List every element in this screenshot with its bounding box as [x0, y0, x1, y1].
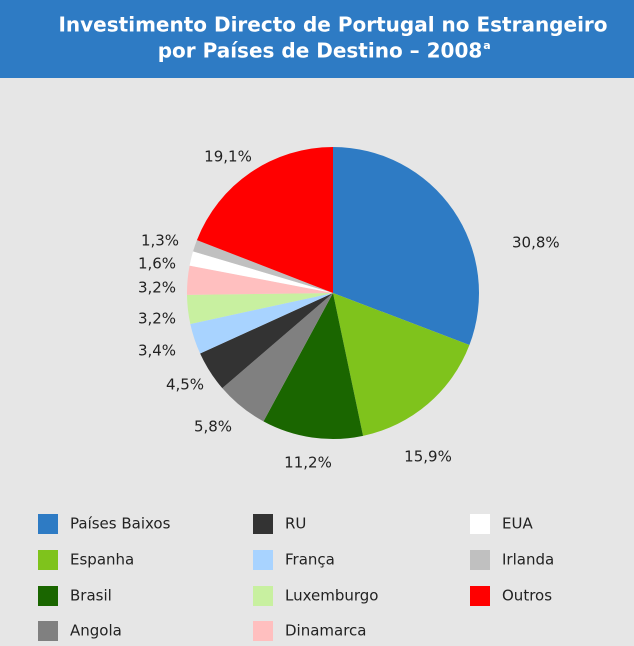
pie-slice — [187, 293, 333, 324]
legend-swatch — [253, 621, 273, 641]
legend-swatch — [38, 586, 58, 606]
pie-slice — [222, 293, 333, 422]
pie-slice — [186, 265, 333, 295]
chart-title: Investimento Directo de Portugal no Estr… — [58, 13, 607, 37]
legend-label: Luxemburgo — [285, 587, 379, 605]
data-label: 15,9% — [404, 448, 452, 466]
pie-slice — [333, 293, 470, 436]
pie-slice — [193, 240, 333, 293]
data-label: 11,2% — [284, 454, 332, 472]
legend-swatch — [470, 586, 490, 606]
legend-label: RU — [285, 515, 306, 533]
legend-swatch — [38, 514, 58, 534]
legend-label: Irlanda — [502, 551, 554, 569]
data-label: 30,8% — [512, 234, 560, 252]
pie-slice — [189, 251, 333, 293]
data-label: 3,2% — [138, 310, 176, 328]
legend-swatch — [470, 550, 490, 570]
pie-slice — [263, 293, 364, 439]
data-label: 3,4% — [138, 342, 176, 360]
legend-label: Países Baixos — [70, 515, 171, 533]
legend-label: França — [285, 551, 335, 569]
pie-slice — [200, 293, 333, 389]
legend-swatch — [470, 514, 490, 534]
data-label: 19,1% — [204, 148, 252, 166]
legend-label: Dinamarca — [285, 622, 367, 640]
legend-label: Brasil — [70, 587, 112, 605]
legend-label: Angola — [70, 622, 122, 640]
data-label: 3,2% — [138, 279, 176, 297]
legend-swatch — [253, 514, 273, 534]
legend-label: Outros — [502, 587, 552, 605]
legend-swatch — [38, 550, 58, 570]
pie-slice — [333, 147, 479, 346]
title-superscript: a — [483, 39, 490, 52]
data-label: 1,6% — [138, 255, 176, 273]
legend-label: EUA — [502, 515, 533, 533]
data-label: 5,8% — [194, 418, 232, 436]
data-label: 4,5% — [166, 376, 204, 394]
chart-title: por Países de Destino – 2008 — [158, 39, 483, 63]
legend-swatch — [38, 621, 58, 641]
pie-slice — [196, 147, 333, 293]
legend-swatch — [253, 586, 273, 606]
legend-label: Espanha — [70, 551, 134, 569]
pie-slice — [190, 293, 333, 354]
data-label: 1,3% — [141, 232, 179, 250]
header — [0, 0, 634, 78]
legend-swatch — [253, 550, 273, 570]
